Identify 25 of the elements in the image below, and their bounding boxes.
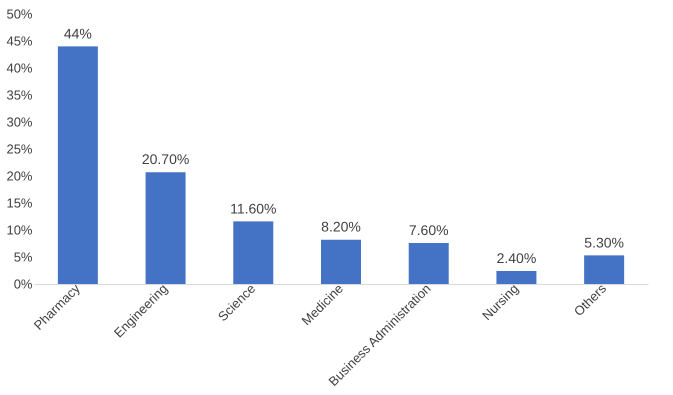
bar xyxy=(408,242,449,284)
data-label: 44% xyxy=(64,25,92,42)
y-tick-label: 25% xyxy=(6,142,33,156)
y-tick-label: 0% xyxy=(14,276,33,292)
y-tick-label: 15% xyxy=(6,196,33,210)
data-label: 20.70% xyxy=(142,151,190,168)
bar xyxy=(584,255,624,284)
data-label: 8.20% xyxy=(321,218,361,235)
data-label: 7.60% xyxy=(408,222,449,238)
bar xyxy=(496,271,536,284)
bar xyxy=(58,46,98,284)
bar xyxy=(146,172,186,284)
y-tick-label: 50% xyxy=(6,6,33,22)
y-tick-label: 35% xyxy=(6,88,33,102)
y-tick-label: 45% xyxy=(6,34,33,48)
y-tick-label: 40% xyxy=(6,60,33,76)
bar xyxy=(321,240,361,284)
data-label: 2.40% xyxy=(496,250,536,266)
data-label: 11.60% xyxy=(230,200,277,216)
data-label: 5.30% xyxy=(584,234,624,250)
y-tick-label: 30% xyxy=(6,114,33,130)
y-tick-label: 10% xyxy=(6,222,33,238)
y-tick-label: 5% xyxy=(14,250,33,264)
bar xyxy=(233,221,274,284)
y-tick-label: 20% xyxy=(6,168,33,184)
